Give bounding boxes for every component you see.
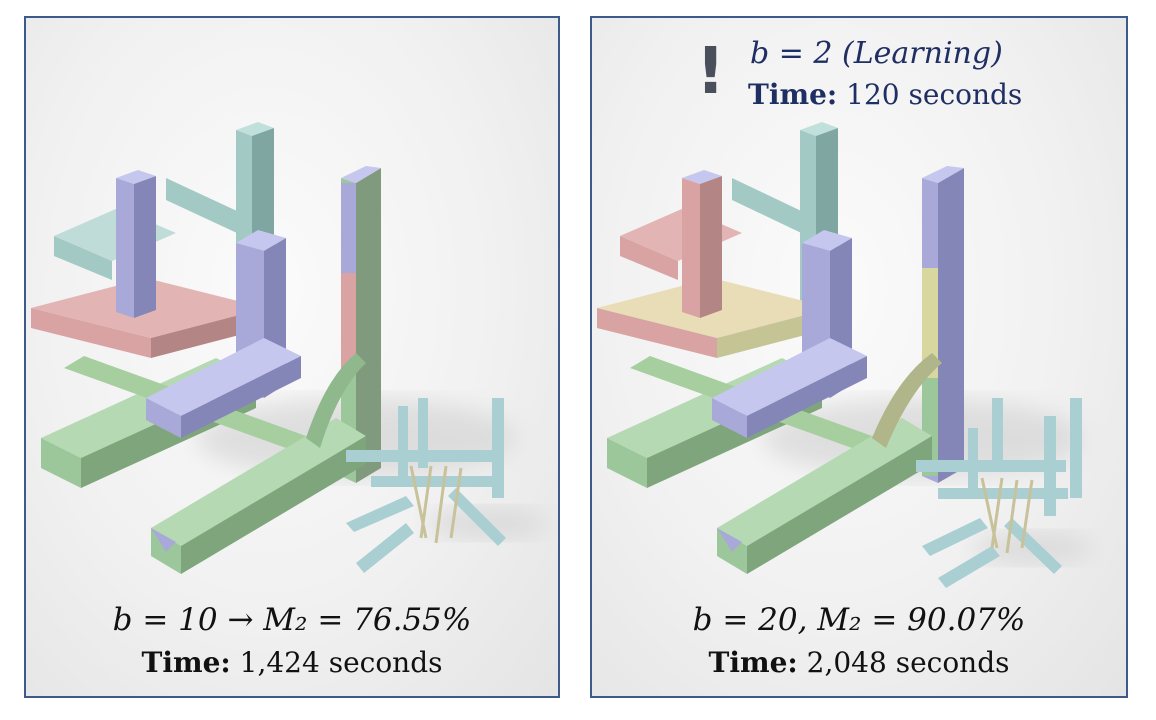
learning-time-value: 120 seconds xyxy=(846,78,1023,111)
right-equation: b = 20, M₂ = 90.07% xyxy=(692,602,1026,638)
learning-time-label: Time: xyxy=(748,78,838,111)
left-equation: b = 10 → M₂ = 76.55% xyxy=(112,602,472,638)
right-time-value: 2,048 seconds xyxy=(806,646,1010,679)
right-small-lattice-model xyxy=(916,398,1092,588)
left-result-panel: b = 10 → M₂ = 76.55% Time: 1,424 seconds xyxy=(24,16,560,698)
learning-time: Time: 120 seconds xyxy=(748,78,1022,111)
right-time-label: Time: xyxy=(708,646,798,679)
right-lattice-render xyxy=(597,122,1092,588)
left-time-value: 1,424 seconds xyxy=(239,646,443,679)
learning-equation: b = 2 (Learning) xyxy=(750,36,1003,71)
learning-alert-mark: ! xyxy=(696,35,726,109)
right-time: Time: 2,048 seconds xyxy=(592,646,1126,679)
left-small-lattice-model xyxy=(346,398,546,573)
right-result-panel: ! b = 2 (Learning) Time: 120 seconds b =… xyxy=(590,16,1128,698)
left-time: Time: 1,424 seconds xyxy=(26,646,558,679)
left-lattice-render xyxy=(31,122,546,574)
left-time-label: Time: xyxy=(141,646,231,679)
